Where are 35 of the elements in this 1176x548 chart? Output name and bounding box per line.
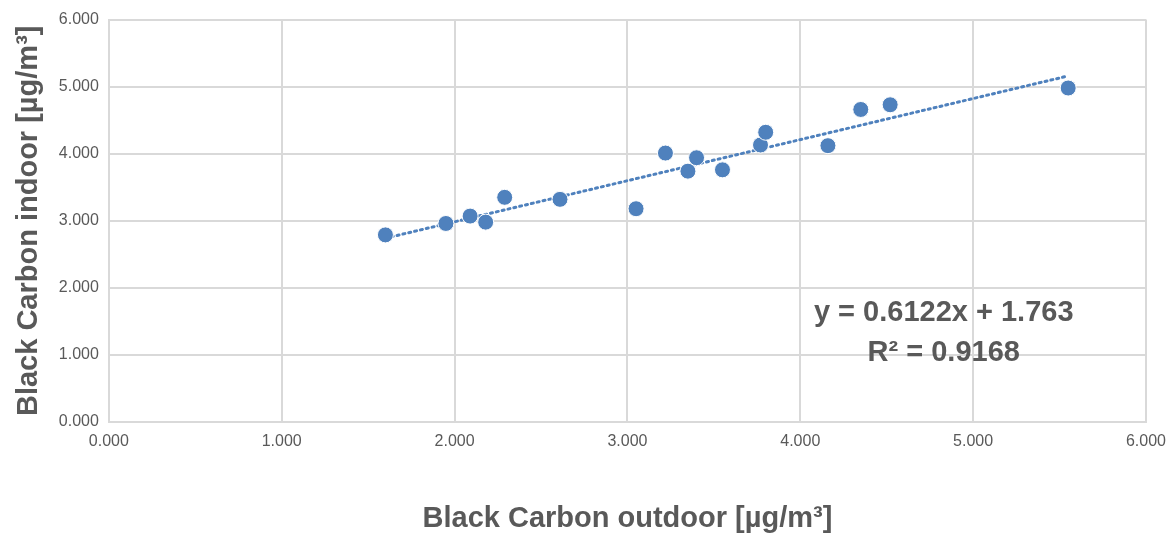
point: [679, 162, 697, 180]
x-tick-label: 0.000: [88, 432, 129, 450]
point: [627, 200, 645, 218]
y-tick-label: 5.000: [58, 77, 99, 95]
point: [551, 190, 569, 208]
point: [477, 213, 495, 231]
point: [881, 96, 899, 114]
point: [1059, 79, 1077, 97]
x-tick-label: 6.000: [1125, 432, 1167, 450]
point: [852, 100, 870, 118]
y-tick-label: 1.000: [58, 345, 99, 363]
point: [819, 137, 837, 155]
x-axis-title: Black Carbon outdoor [µg/m³]: [422, 500, 833, 533]
y-tick-label: 2.000: [58, 278, 99, 296]
y-tick-label: 6.000: [58, 10, 99, 28]
point: [461, 207, 479, 225]
y-tick-label: 0.000: [58, 412, 99, 430]
point: [656, 144, 674, 162]
y-axis-title: Black Carbon indoor [µg/m³]: [11, 25, 44, 417]
y-tick-label: 4.000: [58, 144, 99, 162]
annotation: R² = 0.9168: [867, 335, 1020, 368]
y-tick-label: 3.000: [58, 211, 99, 229]
point: [688, 149, 706, 167]
annotation: y = 0.6122x + 1.763: [813, 295, 1074, 328]
x-tick-label: 4.000: [780, 432, 821, 450]
x-tick-label: 5.000: [953, 432, 994, 450]
x-tick-label: 1.000: [261, 432, 302, 450]
point: [713, 161, 731, 179]
x-tick-label: 2.000: [434, 432, 475, 450]
point: [757, 123, 775, 141]
point: [376, 226, 394, 244]
x-tick-label: 3.000: [607, 432, 648, 450]
point: [752, 136, 770, 154]
point: [496, 188, 514, 206]
point: [437, 214, 455, 232]
